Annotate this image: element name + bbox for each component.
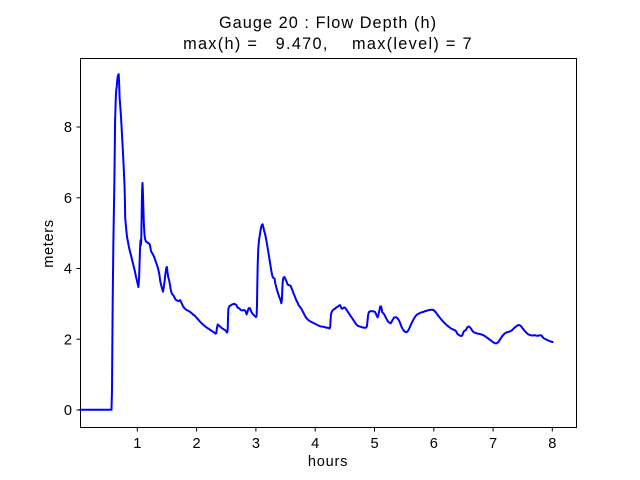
svg-text:2: 2	[193, 436, 201, 452]
svg-text:4: 4	[64, 262, 72, 278]
svg-text:max(h) = 9.470, max(level: max(h) = 9.470, max(level) = 7	[183, 35, 473, 53]
svg-text:0: 0	[64, 403, 72, 419]
svg-text:Gauge 20 : Flow Depth (h): Gauge 20 : Flow Depth (h)	[219, 14, 437, 32]
svg-text:6: 6	[64, 191, 72, 207]
svg-text:7: 7	[489, 436, 497, 452]
svg-text:meters: meters	[41, 219, 57, 268]
svg-text:8: 8	[548, 436, 556, 452]
svg-text:8: 8	[64, 120, 72, 136]
svg-text:2: 2	[64, 332, 72, 348]
svg-text:hours: hours	[308, 454, 348, 470]
svg-text:1: 1	[133, 436, 141, 452]
svg-text:6: 6	[430, 436, 438, 452]
svg-text:3: 3	[252, 436, 260, 452]
svg-text:4: 4	[311, 436, 319, 452]
svg-text:5: 5	[370, 436, 378, 452]
